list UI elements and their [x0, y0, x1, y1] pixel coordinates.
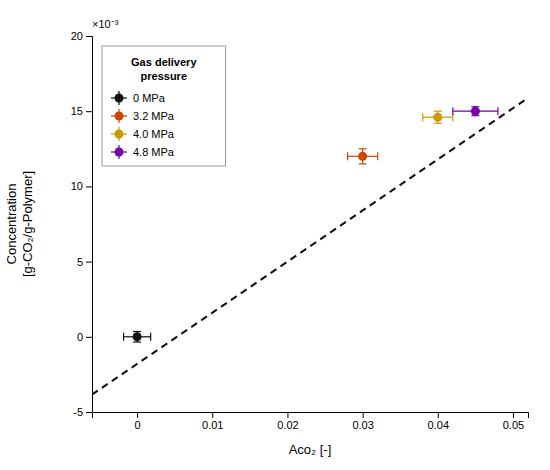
x-tick-label: 0.02 — [277, 419, 298, 431]
x-tick-label: 0 — [135, 419, 141, 431]
y-tick: 15 — [71, 105, 92, 117]
y-error-cap — [434, 111, 442, 112]
legend-item: 0 MPa — [111, 91, 166, 105]
x-error-cap — [497, 107, 498, 115]
x-tick-mark — [212, 412, 213, 418]
y-axis: -5 0 5 10 15 20 — [71, 30, 93, 418]
legend-label: 4.8 MPa — [133, 146, 175, 158]
y-error-cap — [133, 331, 141, 332]
y-axis-title-line: Concentration — [4, 184, 19, 265]
y-error-cap — [359, 163, 367, 164]
y-tick-label: 15 — [71, 105, 83, 117]
x-error-cap — [422, 113, 423, 121]
y-tick-label: -5 — [73, 406, 83, 418]
series-group — [348, 149, 378, 164]
annotation: ×10⁻³ — [92, 18, 119, 30]
x-error-cap — [377, 152, 378, 160]
y-tick-label: 0 — [77, 331, 83, 343]
x-axis: 0 0.01 0.02 0.03 0.04 0.05 — [93, 412, 529, 431]
legend-label: 3.2 MPa — [133, 110, 175, 122]
x-error-cap — [347, 152, 348, 160]
y-tick: 5 — [77, 256, 92, 268]
y-tick-mark — [86, 36, 92, 37]
legend: Gas delivery pressure 0 MPa 3.2 MPa 4.0 MPa 4… — [102, 46, 226, 166]
series-group — [453, 107, 498, 116]
x-tick-label: 0.05 — [503, 419, 524, 431]
x-tick: 0.04 — [428, 412, 449, 431]
legend-box — [102, 46, 226, 166]
y-axis-title-line: [g-CO₂/g-Polymer] — [20, 171, 35, 277]
y-tick: -5 — [73, 406, 92, 418]
legend-item: 4.8 MPa — [111, 145, 175, 159]
x-tick: 0.03 — [352, 412, 373, 431]
y-tick: 20 — [71, 30, 92, 42]
y-tick-label: 20 — [71, 30, 83, 42]
x-tick-mark — [513, 412, 514, 418]
legend-swatch — [115, 94, 124, 103]
y-axis-title: Concentration[g-CO₂/g-Polymer] — [4, 171, 35, 277]
x-tick: 0.01 — [202, 412, 223, 431]
x-tick-label: 0.04 — [428, 419, 449, 431]
y-error-cap — [434, 123, 442, 124]
legend-label: 0 MPa — [133, 92, 166, 104]
x-axis-line — [93, 413, 529, 419]
legend-title: Gas delivery pressure — [131, 56, 197, 82]
y-tick-mark — [86, 412, 92, 413]
legend-item: 3.2 MPa — [111, 109, 175, 123]
x-tick: 0 — [135, 412, 141, 431]
x-tick-mark — [137, 412, 138, 418]
y-error-cap — [359, 148, 367, 149]
y-axis-line — [86, 37, 93, 413]
y-tick: 0 — [77, 331, 92, 343]
x-error-cap — [150, 333, 151, 341]
y-tick: 10 — [71, 180, 92, 192]
x-tick-label: 0.03 — [352, 419, 373, 431]
legend-swatch — [115, 112, 124, 121]
x-error-cap — [123, 333, 124, 341]
y-error-cap — [133, 341, 141, 342]
y-tick-mark — [86, 337, 92, 338]
legend-label: 4.0 MPa — [133, 128, 175, 140]
x-tick-mark — [287, 412, 288, 418]
chart: 0 0.01 0.02 0.03 0.04 0.05 -5 0 5 10 15 20 ×10⁻³ Aco₂… — [0, 0, 550, 470]
y-tick-mark — [86, 186, 92, 187]
point — [433, 113, 442, 122]
x-tick-label: 0.01 — [202, 419, 223, 431]
legend-swatch — [115, 148, 124, 157]
y-tick-mark — [86, 262, 92, 263]
x-tick-mark — [363, 412, 364, 418]
series-group — [423, 111, 453, 123]
y-tick-mark — [86, 111, 92, 112]
y-tick-label: 5 — [77, 256, 83, 268]
x-axis-title: Aco₂ [-] — [289, 442, 332, 457]
x-tick-mark — [438, 412, 439, 418]
legend-title-line: Gas delivery — [131, 56, 197, 68]
legend-item: 4.0 MPa — [111, 127, 175, 141]
y-tick-label: 10 — [71, 180, 83, 192]
point — [471, 107, 480, 116]
x-tick: 0.02 — [277, 412, 298, 431]
series-group — [124, 332, 151, 343]
x-tick: 0.05 — [503, 412, 524, 431]
point — [358, 152, 367, 161]
point — [133, 332, 142, 341]
legend-swatch — [115, 130, 124, 139]
x-error-cap — [452, 107, 453, 115]
legend-title-line: pressure — [141, 70, 187, 82]
